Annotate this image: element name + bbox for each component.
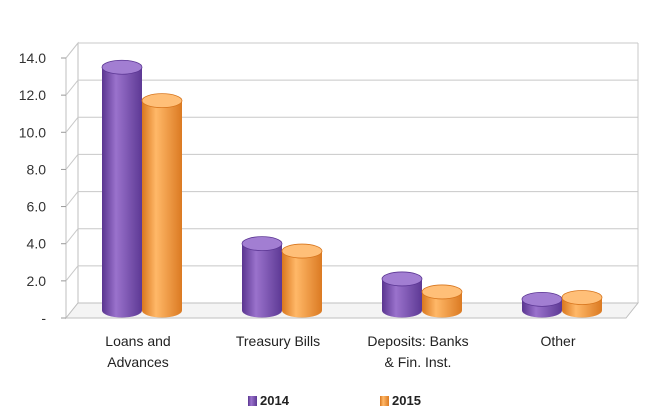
- chart-legend: 2014 2015: [248, 393, 421, 407]
- legend-swatch: [248, 396, 257, 406]
- legend-item-2014: 2014: [248, 393, 290, 407]
- x-category-label: Treasury Bills: [236, 333, 320, 349]
- chart-bars: [101, 59, 603, 318]
- legend-label: 2014: [260, 393, 290, 407]
- y-tick-label: 6.0: [27, 199, 47, 215]
- x-category-label: & Fin. Inst.: [385, 354, 452, 370]
- gridline-side: [65, 228, 79, 245]
- bar-2014-2: [381, 271, 423, 318]
- legend-item-2015: 2015: [380, 393, 421, 407]
- gridline-side: [65, 42, 79, 59]
- x-category-label: Deposits: Banks: [367, 333, 468, 349]
- y-tick-label: 14.0: [19, 50, 46, 66]
- bar-2015-2: [421, 284, 463, 318]
- x-category-label: Loans and: [105, 333, 170, 349]
- gridline-side: [65, 191, 79, 207]
- bar-2014-0: [101, 59, 143, 318]
- x-category-label: Other: [540, 333, 575, 349]
- bar-2014-3: [521, 291, 563, 318]
- gridline-side: [65, 154, 79, 170]
- gridline-side: [65, 79, 79, 96]
- gridline-side: [65, 265, 79, 282]
- bar-2015-3: [561, 290, 603, 318]
- x-category-label: Advances: [107, 354, 168, 370]
- y-tick-label: 10.0: [19, 124, 46, 140]
- gridline-side: [65, 116, 79, 133]
- bar-2015-0: [141, 93, 183, 318]
- y-tick-label: 8.0: [27, 161, 47, 177]
- side-wall: [65, 41, 79, 320]
- chart-labels: - 2.0 4.0 6.0 8.0 10.0 12.0 14.0 Loans and Advanc…: [19, 50, 576, 370]
- bar-2015-1: [281, 243, 323, 318]
- y-tick-label: 4.0: [27, 236, 47, 252]
- y-tick-label: 12.0: [19, 87, 46, 103]
- y-tick-label: 2.0: [27, 273, 47, 289]
- legend-swatch: [380, 396, 389, 406]
- legend-label: 2015: [392, 393, 421, 407]
- bar-2014-1: [241, 236, 283, 318]
- y-tick-label: -: [41, 310, 46, 326]
